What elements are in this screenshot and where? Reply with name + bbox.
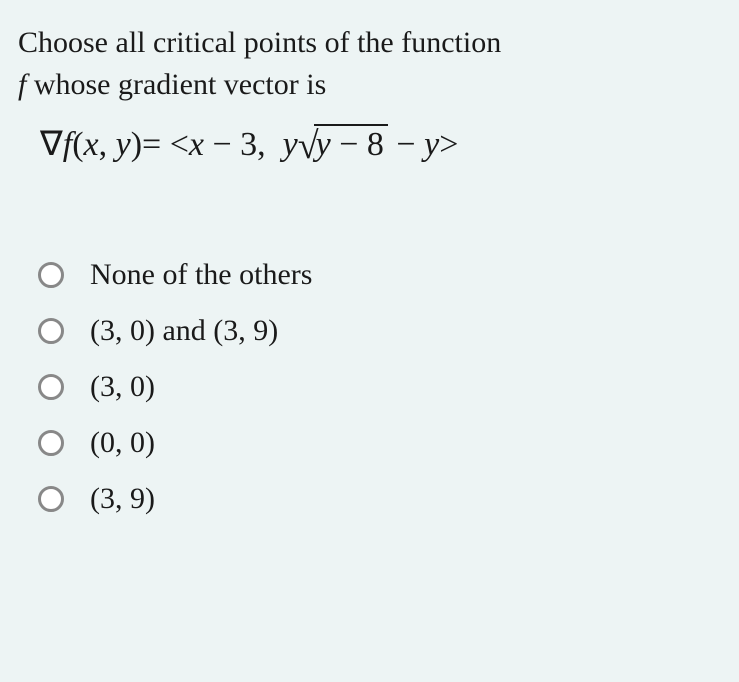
eq-close: >: [439, 126, 458, 163]
option-label: (3, 0): [90, 370, 155, 404]
option-label: (0, 0): [90, 426, 155, 460]
radio-icon[interactable]: [38, 318, 64, 344]
gradient-equation: ∇f(x, y)= <x − 3, y√y − 8 − y>: [18, 124, 721, 168]
option-label: (3, 0) and (3, 9): [90, 314, 278, 348]
eq-f: f: [63, 126, 72, 163]
options-list: None of the others (3, 0) and (3, 9) (3,…: [18, 258, 721, 516]
option-label: (3, 9): [90, 482, 155, 516]
radio-icon[interactable]: [38, 374, 64, 400]
eq-open: (: [72, 126, 83, 163]
question-text: Choose all critical points of the functi…: [18, 22, 721, 106]
eq-c1: ,: [99, 126, 116, 163]
question-line2: whose gradient vector is: [26, 68, 326, 101]
nabla-symbol: ∇: [40, 126, 63, 163]
option-row[interactable]: (0, 0): [38, 426, 721, 460]
radio-icon[interactable]: [38, 430, 64, 456]
question-line1: Choose all critical points of the functi…: [18, 26, 501, 59]
rad-m8: − 8: [331, 126, 384, 163]
option-row[interactable]: (3, 9): [38, 482, 721, 516]
radio-icon[interactable]: [38, 262, 64, 288]
eq-x: x: [84, 126, 99, 163]
radio-icon[interactable]: [38, 486, 64, 512]
eq-y: y: [116, 126, 131, 163]
sqrt-expression: √y − 8: [298, 124, 388, 168]
option-row[interactable]: None of the others: [38, 258, 721, 292]
radicand: y − 8: [314, 124, 388, 164]
option-row[interactable]: (3, 0) and (3, 9): [38, 314, 721, 348]
eq-y3: y: [424, 126, 439, 163]
option-row[interactable]: (3, 0): [38, 370, 721, 404]
eq-y2: y: [283, 126, 298, 163]
option-label: None of the others: [90, 258, 312, 292]
eq-m1: − 3,: [204, 126, 274, 163]
eq-x2: x: [189, 126, 204, 163]
eq-m2: −: [388, 126, 424, 163]
eq-close-eq: )= <: [131, 126, 189, 163]
rad-y: y: [316, 126, 331, 163]
